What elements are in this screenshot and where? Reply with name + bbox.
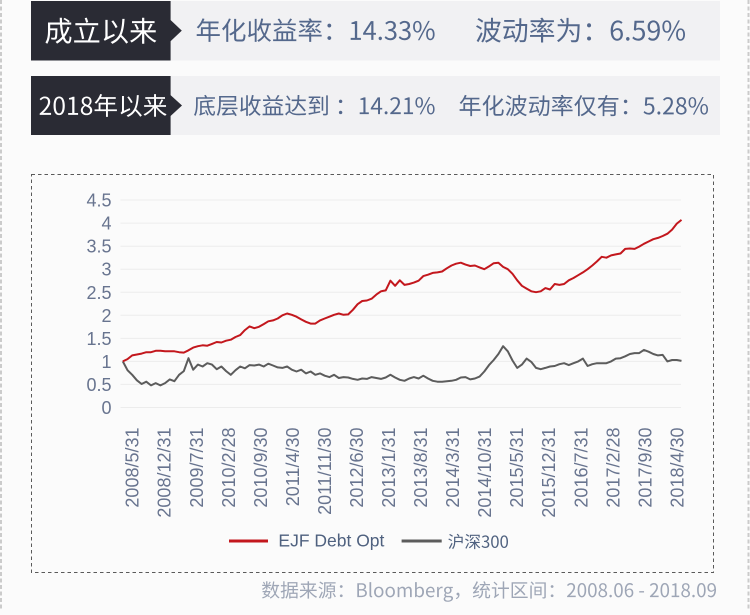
svg-text:2010/9/30: 2010/9/30 (251, 428, 271, 508)
svg-text:2.5: 2.5 (86, 283, 111, 303)
svg-text:1: 1 (101, 352, 111, 372)
svg-text:2012/6/30: 2012/6/30 (347, 428, 367, 508)
svg-text:2011/11/30: 2011/11/30 (315, 428, 335, 515)
svg-text:1.5: 1.5 (86, 329, 111, 349)
svg-text:EJF Debt Opt: EJF Debt Opt (278, 530, 384, 550)
svg-text:2013/8/31: 2013/8/31 (411, 428, 431, 508)
svg-text:2009/7/31: 2009/7/31 (187, 428, 207, 508)
svg-text:2013/1/31: 2013/1/31 (379, 428, 399, 508)
svg-text:2014/3/31: 2014/3/31 (443, 428, 463, 508)
svg-text:3.5: 3.5 (86, 237, 111, 257)
svg-text:2014/10/31: 2014/10/31 (475, 428, 495, 518)
svg-text:0.5: 0.5 (86, 375, 111, 395)
svg-text:2017/9/30: 2017/9/30 (635, 428, 655, 508)
svg-text:2010/2/28: 2010/2/28 (219, 428, 239, 508)
svg-text:0: 0 (101, 398, 111, 418)
svg-text:2: 2 (101, 306, 111, 326)
svg-text:2011/4/30: 2011/4/30 (283, 428, 303, 507)
svg-text:2008/12/31: 2008/12/31 (155, 428, 175, 518)
svg-text:4: 4 (101, 214, 111, 234)
svg-text:4.5: 4.5 (86, 191, 111, 211)
svg-text:3: 3 (101, 260, 111, 280)
svg-text:2015/5/31: 2015/5/31 (507, 428, 527, 508)
svg-text:2016/7/31: 2016/7/31 (571, 428, 591, 508)
svg-text:2015/12/31: 2015/12/31 (539, 428, 559, 518)
svg-text:2017/2/28: 2017/2/28 (603, 428, 623, 508)
svg-text:2018/4/30: 2018/4/30 (667, 428, 687, 508)
svg-text:2008/5/31: 2008/5/31 (123, 428, 143, 508)
